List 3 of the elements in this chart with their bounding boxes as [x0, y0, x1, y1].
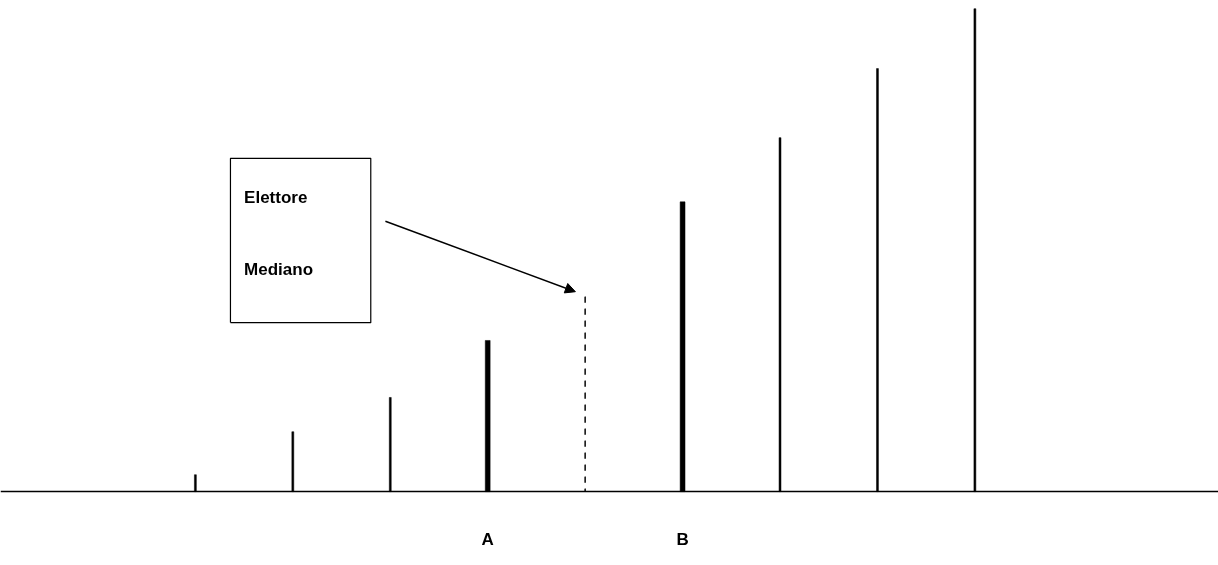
text: Elettore Mediano: [244, 187, 314, 279]
x-tick-label: A: [481, 530, 494, 550]
x-tick-label: B: [676, 530, 689, 550]
